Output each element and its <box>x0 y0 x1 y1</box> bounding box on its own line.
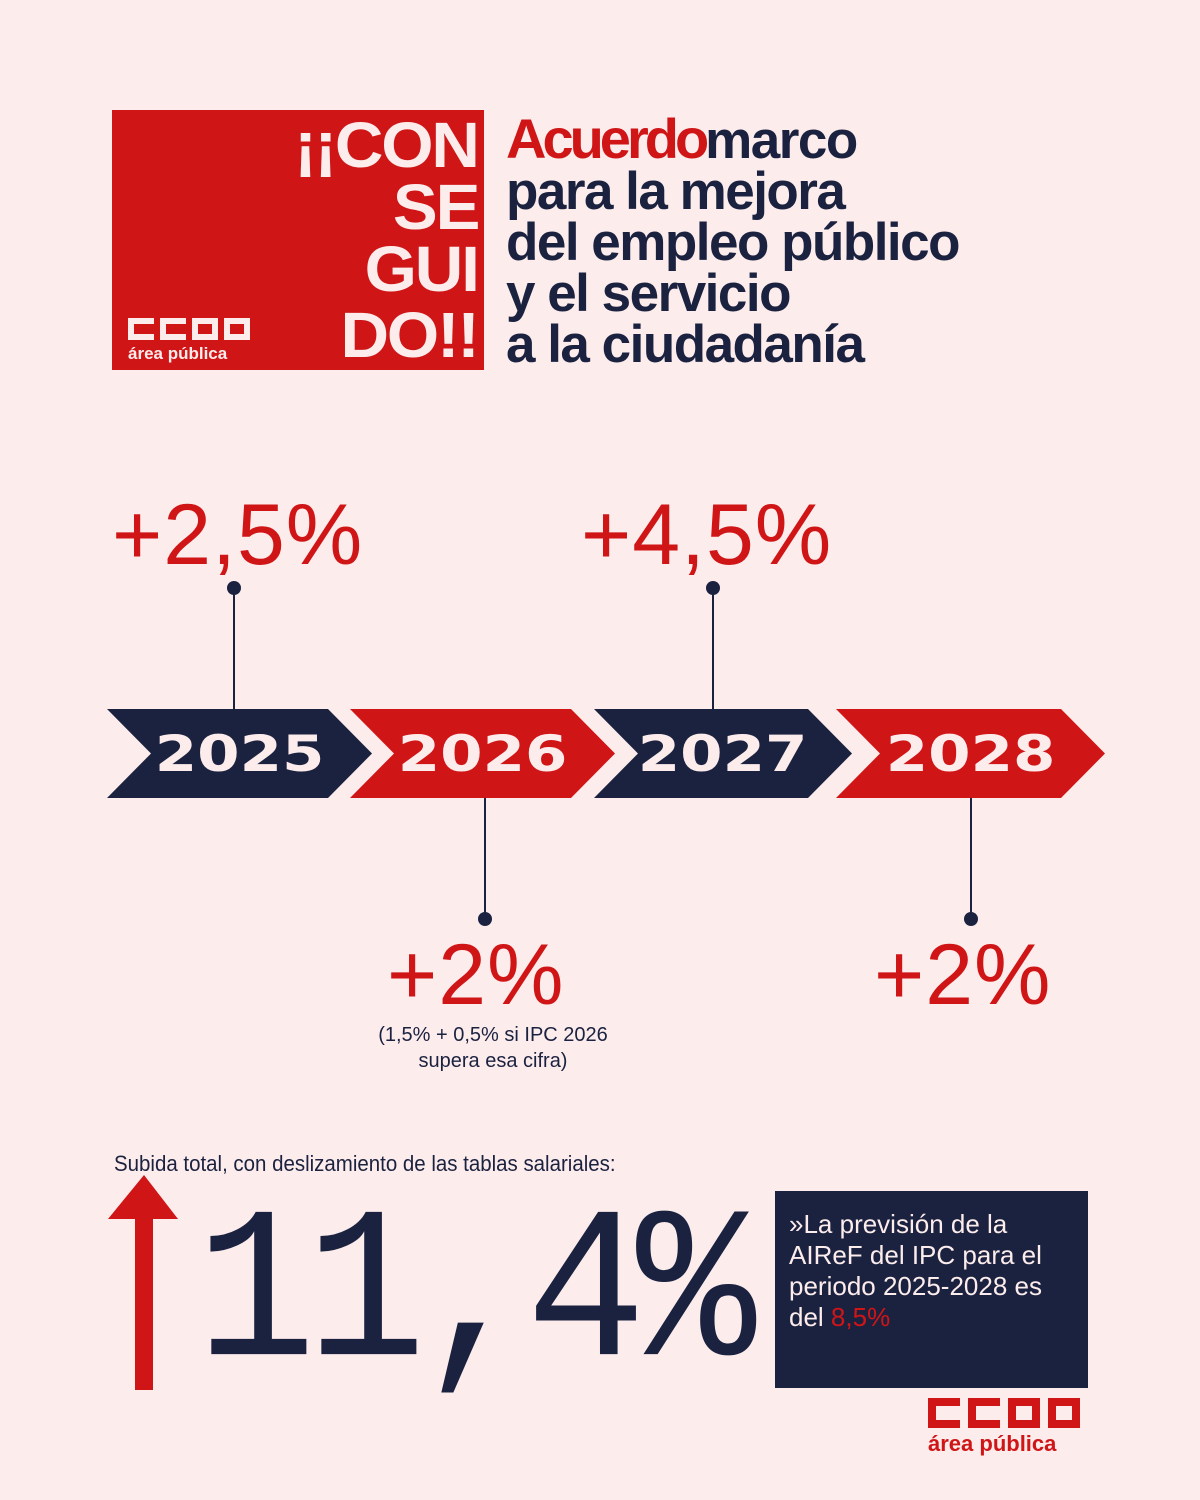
hero-word: GUI <box>364 233 480 305</box>
page-title: Acuerdomarco para la mejora del empleo p… <box>506 111 1126 374</box>
year-chevron-2028: 2028 <box>836 709 1105 798</box>
quote-accent-value: 8,5% <box>830 1302 891 1332</box>
title-line: a la ciudadanía <box>506 315 865 374</box>
connector-line <box>712 588 714 709</box>
connector-dot <box>964 912 978 926</box>
increase-2026: +2% <box>387 927 565 1023</box>
connector-line <box>484 798 486 918</box>
ccoo-logo-mark-icon <box>928 1398 1080 1428</box>
year-chevron-2025: 2025 <box>107 709 372 798</box>
quote-text: »La previsión de la AIReF del IPC para e… <box>789 1209 1042 1332</box>
increase-2027: +4,5% <box>581 487 833 583</box>
increase-2025: +2,5% <box>112 487 364 583</box>
arrow-up-icon <box>108 1175 178 1390</box>
title-accent: Acuerdo <box>506 107 709 170</box>
year-chevron-2027: 2027 <box>594 709 852 798</box>
ccoo-logo-footer: área pública <box>928 1398 1080 1456</box>
year-chevron-2026: 2026 <box>350 709 615 798</box>
title-line: y el servicio <box>506 264 791 323</box>
hero-banner: ¡¡CON SE GUI DO!! área pública <box>112 110 484 370</box>
logo-subtitle: área pública <box>928 1431 1057 1456</box>
increase-2028: +2% <box>874 927 1052 1023</box>
title-line: para la mejora <box>506 162 846 221</box>
hero-word: ¡¡CON <box>294 109 480 181</box>
hero-word: SE <box>392 171 481 243</box>
connector-dot <box>478 912 492 926</box>
title-line: del empleo público <box>506 213 961 272</box>
ccoo-logo-header: área pública <box>128 318 250 364</box>
hero-word: DO!! <box>340 299 480 371</box>
total-increase-value: 11,4% <box>196 1174 756 1421</box>
airef-quote-box: »La previsión de la AIReF del IPC para e… <box>775 1191 1088 1388</box>
connector-line <box>970 798 972 918</box>
logo-subtitle: área pública <box>128 344 228 363</box>
title-line: marco <box>705 111 858 170</box>
note-2026: (1,5% + 0,5% si IPC 2026 supera esa cifr… <box>378 1024 608 1072</box>
connector-line <box>233 588 235 709</box>
total-subtitle: Subida total, con deslizamiento de las t… <box>114 1151 616 1176</box>
ccoo-logo-mark-icon <box>128 318 250 340</box>
